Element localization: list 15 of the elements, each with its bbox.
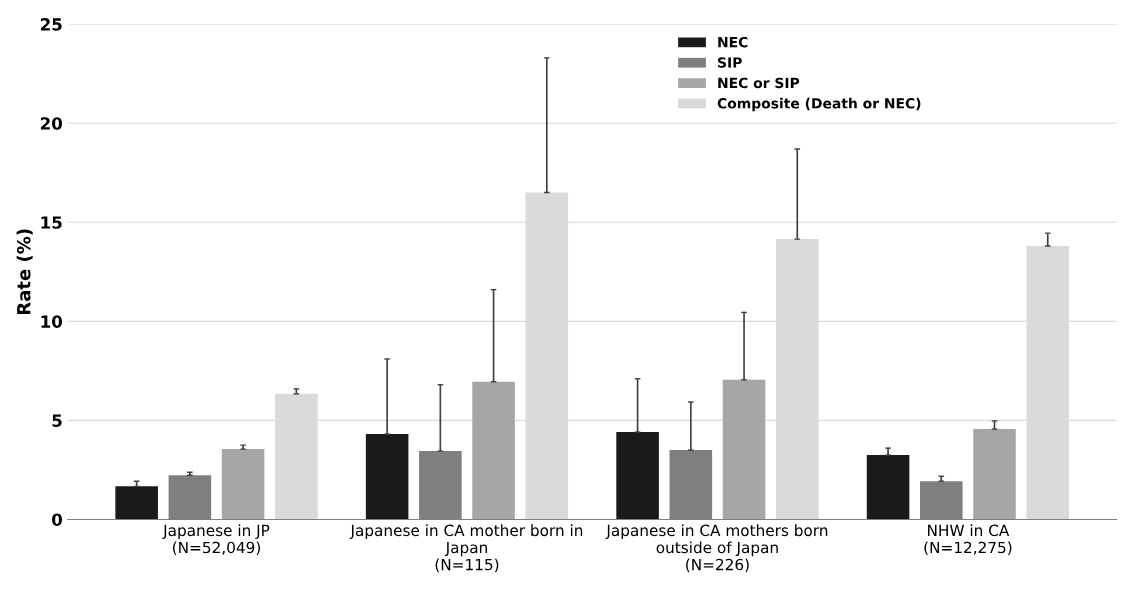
- y-axis-title: Rate (%): [16, 229, 33, 315]
- legend-label: NEC: [718, 36, 748, 48]
- x-tick-label: NHW in CA (N=12,275): [924, 524, 1012, 556]
- y-tick-label: 5: [52, 414, 62, 427]
- y-tick-label: 10: [41, 315, 63, 328]
- x-tick-label: Japanese in CA mothers born outside of Japan (N=226): [605, 524, 828, 573]
- y-tick-label: 20: [40, 117, 63, 130]
- x-tick-label: Japanese in JP (N=52,049): [162, 524, 270, 556]
- x-tick-label: Japanese in CA mother born in Japan (N=115): [349, 524, 583, 573]
- legend-label: Composite (Death or NEC): [717, 97, 921, 112]
- y-tick-label: 25: [40, 18, 62, 31]
- legend-label: NEC or SIP: [718, 77, 800, 89]
- legend-label: SIP: [718, 57, 742, 68]
- y-tick-label: 15: [41, 216, 62, 229]
- y-tick-label: 0: [52, 513, 63, 527]
